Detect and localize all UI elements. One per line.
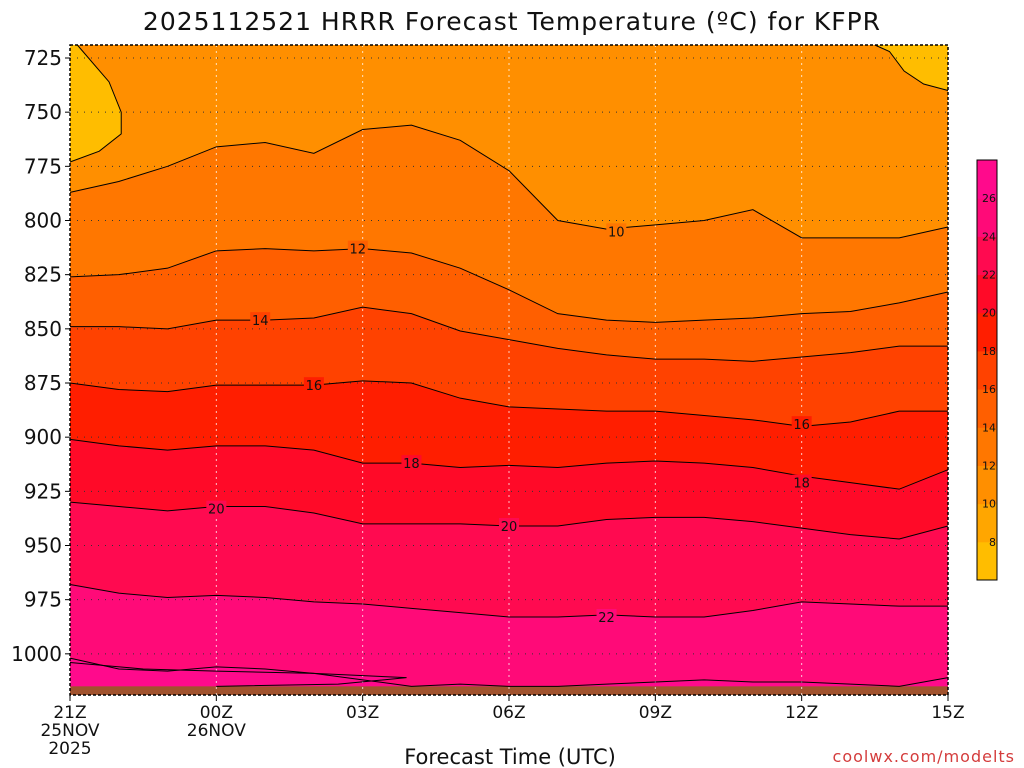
contour-layer <box>69 44 949 687</box>
contour-line-24 <box>69 657 949 687</box>
contour-label: 16 <box>793 418 810 433</box>
colorbar-tick-label: 18 <box>982 345 996 358</box>
y-tick-label: 800 <box>24 209 62 233</box>
x-tick-label: 06Z <box>492 703 525 723</box>
y-tick-label: 725 <box>24 46 62 70</box>
y-tick-label: 925 <box>24 479 62 503</box>
contour-line-8 <box>69 44 122 163</box>
colorbar-swatch <box>977 465 997 505</box>
x-tick-label: 12Z <box>785 703 818 723</box>
contour-line-26 <box>69 662 407 687</box>
colorbar-border <box>976 159 998 581</box>
x-axis-label: Forecast Time (UTC) <box>404 745 616 768</box>
band-fill <box>70 658 948 695</box>
contour-line-22 <box>69 584 948 618</box>
contour-line-12 <box>69 248 949 323</box>
colorbar-swatch <box>977 389 997 428</box>
contour-label: 10 <box>608 225 625 240</box>
ground-fill <box>70 686 948 695</box>
grid-layer <box>69 45 949 695</box>
colorbar-tick-label: 24 <box>982 230 996 243</box>
contour-line-8 <box>874 44 949 91</box>
contour-label: 14 <box>252 314 269 329</box>
colorbar-tick-label: 26 <box>982 192 996 205</box>
x-tick-label: 2025 <box>48 739 91 759</box>
contour-label-bg <box>791 474 812 490</box>
contour-label-layer: 10 12 14 16 16 18 18 20 20 22 <box>206 223 812 626</box>
contour-label: 18 <box>793 477 810 492</box>
contour-line-14 <box>70 306 948 362</box>
colorbar-swatch <box>977 198 997 237</box>
colorbar-tick-label: 22 <box>982 269 996 282</box>
colorbar-tick-label: 20 <box>982 307 996 320</box>
contour-label: 18 <box>403 457 420 472</box>
y-tick-label: 775 <box>24 154 62 178</box>
contour-label-bg <box>596 609 617 624</box>
contour-label: 12 <box>350 243 367 258</box>
x-tick-label: 21Z <box>53 703 86 723</box>
colorbar-swatch <box>977 160 997 199</box>
y-tick-label: 900 <box>24 425 62 449</box>
colorbar-swatch <box>977 541 997 581</box>
x-tick-label: 25NOV <box>40 721 99 741</box>
y-tick-label: 850 <box>24 317 62 341</box>
colorbar-swatch <box>977 236 997 276</box>
colorbar-tick-label: 12 <box>982 459 996 472</box>
contour-label: 22 <box>598 611 615 626</box>
contour-label-bg <box>206 500 227 516</box>
colorbar-swatch <box>977 312 997 352</box>
colorbar-swatch <box>977 503 997 543</box>
ground-layer <box>70 686 948 695</box>
contour-label: 16 <box>306 379 323 394</box>
x-tick-label: 15Z <box>931 703 964 723</box>
contour-label-bg <box>401 455 422 471</box>
colorbar-tick-label: 14 <box>982 421 996 434</box>
y-tick-label: 975 <box>24 588 62 612</box>
colorbar-tick-label: 16 <box>982 383 996 396</box>
colorbar-swatch <box>977 274 997 314</box>
credit-text: coolwx.com/modelts <box>833 747 1015 766</box>
colorbar-tick-label: 10 <box>982 498 996 511</box>
x-tick-label: 00Z <box>200 703 233 723</box>
contour-label-bg <box>499 518 519 533</box>
contour-label-bg <box>791 416 812 432</box>
x-tick-label: 09Z <box>639 703 672 723</box>
y-tick-label: 825 <box>24 263 62 287</box>
y-tick-label: 1000 <box>11 642 62 666</box>
colorbar: 8 10 12 14 16 18 20 22 24 26 <box>976 159 998 581</box>
chart-title: 2025112521 HRRR Forecast Temperature (ºC… <box>143 7 881 36</box>
y-tick-label: 875 <box>24 371 62 395</box>
colorbar-swatch <box>977 350 997 390</box>
y-tick-label: 750 <box>24 100 62 124</box>
contour-line-10 <box>69 124 949 239</box>
band-fill-warm <box>70 662 407 687</box>
band-fill-cold <box>70 45 122 162</box>
colorbar-swatch <box>977 427 997 466</box>
contour-label-bg <box>303 377 324 393</box>
y-tick-label: 950 <box>24 534 62 558</box>
contour-label-bg <box>606 223 627 239</box>
contour-label: 20 <box>208 503 225 518</box>
x-tick-label: 26NOV <box>187 721 246 741</box>
y-axis: 725 750 775 800 825 850 875 900 925 950 975 1000 <box>11 46 70 666</box>
contour-label-bg <box>347 240 368 256</box>
contour-label-bg <box>250 312 271 328</box>
contour-label: 20 <box>501 520 518 535</box>
x-tick-label: 03Z <box>346 703 379 723</box>
colorbar-tick-label: 8 <box>989 536 996 549</box>
